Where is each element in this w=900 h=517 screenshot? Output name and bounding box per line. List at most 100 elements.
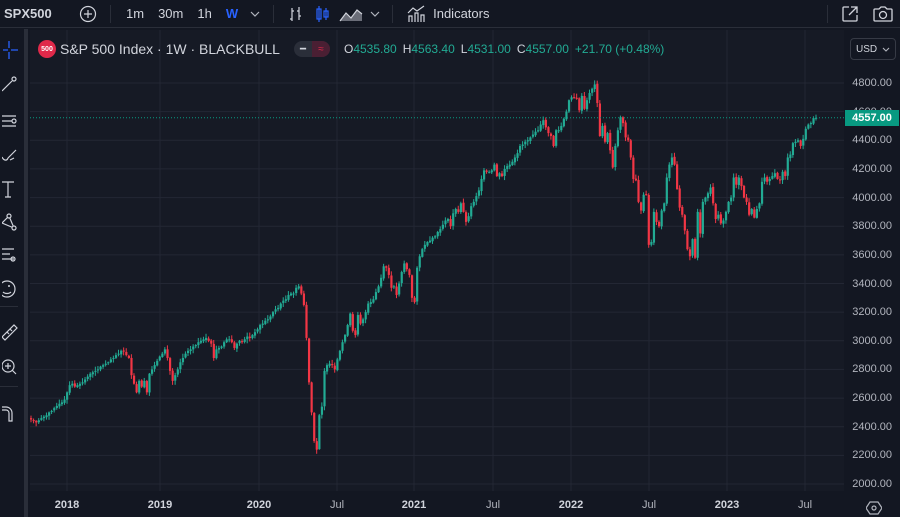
series-title[interactable]: S&P 500 Index · 1W · BLACKBULL <box>60 41 280 57</box>
text-tool[interactable] <box>0 177 24 201</box>
interval-1h[interactable]: 1h <box>197 6 212 21</box>
crosshair-tool[interactable] <box>0 38 24 62</box>
zoom-icon <box>2 359 17 375</box>
price-tick-label: 4000.00 <box>852 191 892 204</box>
chart-legend: 500 S&P 500 Index · 1W · BLACKBULL ━ ≈ O… <box>38 40 664 58</box>
chevron-down-icon <box>882 47 890 52</box>
chart-pane[interactable] <box>30 30 844 491</box>
minus-icon[interactable]: ━ <box>299 43 306 55</box>
emoji-icon <box>2 280 16 298</box>
time-axis[interactable]: 2018 2019 2020 Jul 2021 Jul 2022 Jul 2023 Jul <box>30 491 844 517</box>
candles-chart-button[interactable] <box>310 0 336 28</box>
right-tools <box>827 0 894 28</box>
chart-settings-button[interactable] <box>866 500 882 516</box>
ruler-icon <box>2 324 18 341</box>
brush-tool[interactable] <box>0 143 24 167</box>
fib-tool[interactable] <box>0 109 24 133</box>
high-value: 4563.40 <box>411 42 455 56</box>
camera-icon <box>873 6 893 22</box>
interval-30m[interactable]: 30m <box>158 6 184 21</box>
price-tick-label: 2400.00 <box>852 420 892 433</box>
divider <box>0 386 18 387</box>
price-tick-label: 2200.00 <box>852 449 892 462</box>
fullscreen-button[interactable] <box>840 0 860 28</box>
trendline-icon <box>2 76 17 92</box>
legend-toggle[interactable]: ━ ≈ <box>293 41 330 57</box>
ohlc-values: O4535.80 H4563.40 L4531.00 C4557.00 +21.… <box>343 42 665 56</box>
magnet-icon <box>2 406 13 422</box>
price-tick-label: 3000.00 <box>852 334 892 347</box>
price-tick-label: 4400.00 <box>852 134 892 147</box>
chart-type-dropdown-button[interactable] <box>366 0 384 28</box>
time-tick-label: 2021 <box>401 499 427 511</box>
crosshair-icon <box>3 41 18 59</box>
chevron-down-icon <box>370 11 380 17</box>
time-tick-label: 2023 <box>714 499 740 511</box>
time-tick-label: Jul <box>485 499 501 511</box>
plus-circle-icon <box>79 5 97 22</box>
symbol-label: SPX500 <box>4 6 52 21</box>
price-tick-label: 3800.00 <box>852 220 892 233</box>
interval-1m[interactable]: 1m <box>126 6 145 21</box>
interval-dropdown-button[interactable] <box>245 0 265 28</box>
trendline-tool[interactable] <box>0 73 24 97</box>
ruler-tool[interactable] <box>0 319 24 343</box>
chevron-down-icon <box>250 11 260 17</box>
time-tick-label: Jul <box>797 499 813 511</box>
last-price-tag: 4557.00 <box>845 109 899 126</box>
close-value: 4557.00 <box>525 42 569 56</box>
emoji-tool[interactable] <box>0 277 24 301</box>
interval-1w[interactable]: W <box>225 6 239 21</box>
pattern-tool[interactable] <box>0 210 24 234</box>
time-tick-label: Jul <box>641 499 657 511</box>
text-icon <box>2 181 14 198</box>
open-value: 4535.80 <box>353 42 397 56</box>
bars-icon <box>290 6 302 21</box>
divider <box>110 4 111 23</box>
price-tick-label: 3600.00 <box>852 248 892 261</box>
divider <box>273 4 275 23</box>
candlestick-chart[interactable] <box>30 30 844 491</box>
symbol-search-button[interactable]: SPX500 <box>0 6 74 21</box>
fib-icon <box>2 115 17 127</box>
gear-icon <box>866 501 882 515</box>
add-symbol-button[interactable] <box>74 0 102 28</box>
price-axis[interactable]: USD 2000.00 2200.00 2400.00 2600.00 2800.00 3… <box>844 30 900 491</box>
price-tick-label: 4200.00 <box>852 162 892 175</box>
price-tick-label: 3400.00 <box>852 277 892 290</box>
price-tick-label: 3200.00 <box>852 306 892 319</box>
prediction-icon <box>2 248 16 262</box>
price-tick-label: 2800.00 <box>852 363 892 376</box>
divider <box>392 4 394 23</box>
time-tick-label: 2018 <box>54 499 80 511</box>
bars-chart-button[interactable] <box>282 0 310 28</box>
screenshot-button[interactable] <box>872 0 894 28</box>
area-icon <box>339 8 363 21</box>
price-tick-label: 2600.00 <box>852 392 892 405</box>
divider <box>827 5 828 23</box>
magnet-tool[interactable] <box>0 401 24 425</box>
symbol-logo: 500 <box>38 40 56 58</box>
drawing-toolbar <box>0 29 28 517</box>
currency-select[interactable]: USD <box>850 38 896 60</box>
time-tick-label: 2022 <box>558 499 584 511</box>
candles-icon <box>316 5 329 22</box>
indicators-button[interactable]: Indicators <box>401 0 495 28</box>
indicators-label: Indicators <box>433 6 490 21</box>
time-tick-label: Jul <box>329 499 345 511</box>
area-chart-button[interactable] <box>336 0 366 28</box>
low-value: 4531.00 <box>467 42 511 56</box>
wave-icon[interactable]: ≈ <box>311 41 330 57</box>
time-tick-label: 2019 <box>147 499 173 511</box>
divider <box>0 306 18 307</box>
brush-icon <box>2 149 17 161</box>
price-tick-label: 2000.00 <box>852 478 892 490</box>
pattern-icon <box>2 213 17 231</box>
time-tick-label: 2020 <box>246 499 272 511</box>
price-tick-label: 4800.00 <box>852 77 892 89</box>
fullscreen-icon <box>842 6 858 22</box>
change-value: +21.70 (+0.48%) <box>574 42 665 56</box>
prediction-tool[interactable] <box>0 243 24 267</box>
zoom-tool[interactable] <box>0 355 24 379</box>
indicators-icon <box>407 5 425 22</box>
